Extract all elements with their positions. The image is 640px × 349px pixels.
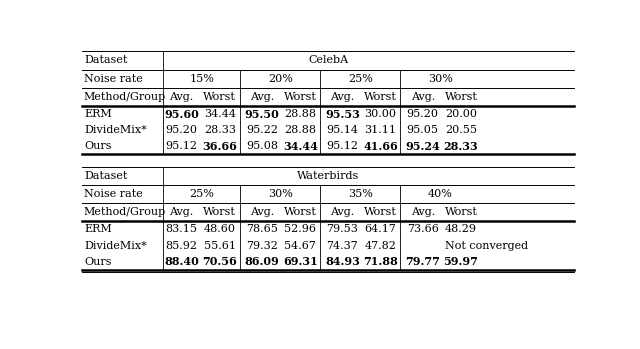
Text: Worst: Worst xyxy=(204,207,236,217)
Text: 95.08: 95.08 xyxy=(246,141,278,151)
Text: Worst: Worst xyxy=(204,92,236,102)
Text: 95.12: 95.12 xyxy=(166,141,198,151)
Text: 28.88: 28.88 xyxy=(284,125,316,135)
Text: 74.37: 74.37 xyxy=(326,240,358,251)
Text: 41.66: 41.66 xyxy=(364,141,398,152)
Text: ERM: ERM xyxy=(84,224,112,235)
Text: Avg.: Avg. xyxy=(170,92,194,102)
Text: Worst: Worst xyxy=(284,207,317,217)
Text: 48.60: 48.60 xyxy=(204,224,236,235)
Text: 95.12: 95.12 xyxy=(326,141,358,151)
Text: 79.32: 79.32 xyxy=(246,240,278,251)
Text: 95.14: 95.14 xyxy=(326,125,358,135)
Text: 40%: 40% xyxy=(428,189,452,199)
Text: 25%: 25% xyxy=(348,74,372,84)
Text: Dataset: Dataset xyxy=(84,171,127,181)
Text: 95.60: 95.60 xyxy=(164,109,199,120)
Text: Dataset: Dataset xyxy=(84,55,127,65)
Text: 15%: 15% xyxy=(189,74,214,84)
Text: 28.33: 28.33 xyxy=(444,141,478,152)
Text: 95.22: 95.22 xyxy=(246,125,278,135)
Text: 20.00: 20.00 xyxy=(445,109,477,119)
Text: 95.24: 95.24 xyxy=(405,141,440,152)
Text: Worst: Worst xyxy=(445,92,477,102)
Text: 83.15: 83.15 xyxy=(166,224,198,235)
Text: Avg.: Avg. xyxy=(330,207,355,217)
Text: 55.61: 55.61 xyxy=(204,240,236,251)
Text: Worst: Worst xyxy=(445,207,477,217)
Text: 35%: 35% xyxy=(348,189,372,199)
Text: 85.92: 85.92 xyxy=(166,240,198,251)
Text: 54.67: 54.67 xyxy=(284,240,316,251)
Text: 79.53: 79.53 xyxy=(326,224,358,235)
Text: ERM: ERM xyxy=(84,109,112,119)
Text: 28.88: 28.88 xyxy=(284,109,316,119)
Text: 84.93: 84.93 xyxy=(325,256,360,267)
Text: Avg.: Avg. xyxy=(250,207,274,217)
Text: 79.77: 79.77 xyxy=(405,256,440,267)
Text: 88.40: 88.40 xyxy=(164,256,199,267)
Text: Noise rate: Noise rate xyxy=(84,189,143,199)
Text: Worst: Worst xyxy=(364,92,397,102)
Text: 95.20: 95.20 xyxy=(407,109,439,119)
Text: 30.00: 30.00 xyxy=(365,109,397,119)
Text: 95.50: 95.50 xyxy=(244,109,280,120)
Text: Method/Group: Method/Group xyxy=(84,92,166,102)
Text: 25%: 25% xyxy=(189,189,214,199)
Text: 71.88: 71.88 xyxy=(364,256,398,267)
Text: DivideMix*: DivideMix* xyxy=(84,240,147,251)
Text: 48.29: 48.29 xyxy=(445,224,477,235)
Text: Waterbirds: Waterbirds xyxy=(297,171,359,181)
Text: 95.05: 95.05 xyxy=(407,125,439,135)
Text: Ours: Ours xyxy=(84,141,111,151)
Text: 73.66: 73.66 xyxy=(407,224,438,235)
Text: 78.65: 78.65 xyxy=(246,224,278,235)
Text: CelebA: CelebA xyxy=(308,55,348,65)
Text: 20%: 20% xyxy=(268,74,293,84)
Text: 70.56: 70.56 xyxy=(202,256,237,267)
Text: 86.09: 86.09 xyxy=(244,256,280,267)
Text: 34.44: 34.44 xyxy=(283,141,317,152)
Text: Not converged: Not converged xyxy=(445,240,528,251)
Text: Ours: Ours xyxy=(84,257,111,267)
Text: 36.66: 36.66 xyxy=(202,141,237,152)
Text: Avg.: Avg. xyxy=(170,207,194,217)
Text: 28.33: 28.33 xyxy=(204,125,236,135)
Text: 95.53: 95.53 xyxy=(325,109,360,120)
Text: 31.11: 31.11 xyxy=(365,125,397,135)
Text: Worst: Worst xyxy=(364,207,397,217)
Text: Worst: Worst xyxy=(284,92,317,102)
Text: 30%: 30% xyxy=(428,74,452,84)
Text: 95.20: 95.20 xyxy=(166,125,198,135)
Text: Avg.: Avg. xyxy=(411,207,435,217)
Text: Noise rate: Noise rate xyxy=(84,74,143,84)
Text: 20.55: 20.55 xyxy=(445,125,477,135)
Text: Avg.: Avg. xyxy=(330,92,355,102)
Text: Avg.: Avg. xyxy=(411,92,435,102)
Text: 34.44: 34.44 xyxy=(204,109,236,119)
Text: 47.82: 47.82 xyxy=(365,240,397,251)
Text: DivideMix*: DivideMix* xyxy=(84,125,147,135)
Text: 30%: 30% xyxy=(268,189,293,199)
Text: 59.97: 59.97 xyxy=(444,256,478,267)
Text: 64.17: 64.17 xyxy=(365,224,397,235)
Text: 69.31: 69.31 xyxy=(283,256,317,267)
Text: Avg.: Avg. xyxy=(250,92,274,102)
Text: 52.96: 52.96 xyxy=(284,224,316,235)
Text: Method/Group: Method/Group xyxy=(84,207,166,217)
